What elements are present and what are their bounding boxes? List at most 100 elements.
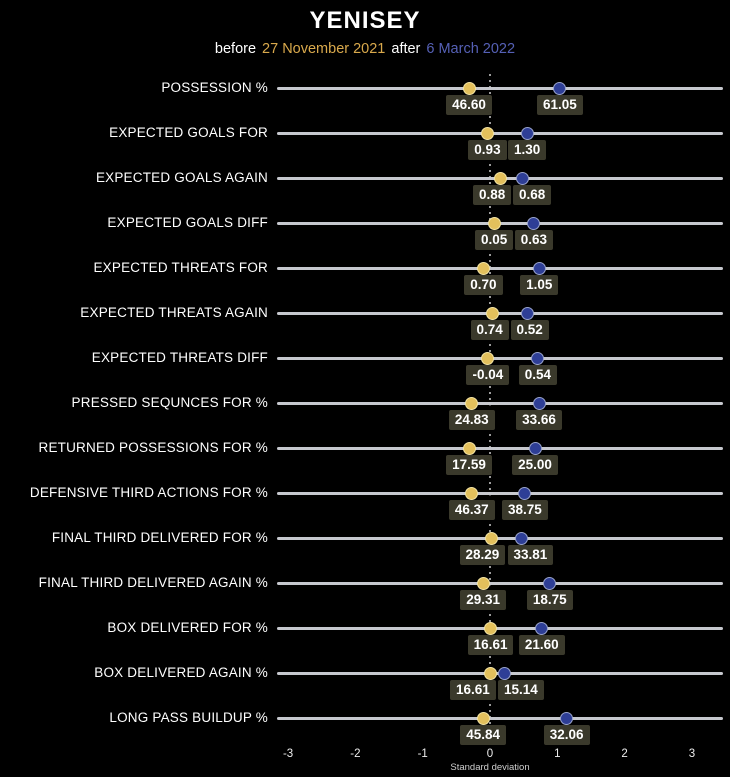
- after-value-label: 33.66: [516, 410, 562, 430]
- x-axis-title: Standard deviation: [450, 762, 530, 773]
- after-dot: [497, 666, 511, 680]
- metric-label: EXPECTED THREATS DIFF: [91, 350, 268, 365]
- metric-label: EXPECTED GOALS FOR: [109, 125, 268, 140]
- before-dot: [480, 126, 494, 140]
- metric-label: RETURNED POSSESSIONS FOR %: [38, 440, 268, 455]
- row-line: [277, 716, 723, 720]
- after-dot: [520, 126, 534, 140]
- before-dot: [483, 666, 497, 680]
- metric-label: FINAL THIRD DELIVERED FOR %: [51, 530, 268, 545]
- after-dot: [515, 531, 529, 545]
- before-value-label: 16.61: [467, 635, 514, 655]
- after-dot: [553, 81, 567, 95]
- after-value-label: 61.05: [536, 95, 583, 115]
- before-dot: [485, 306, 499, 320]
- before-value-label: 28.29: [459, 545, 506, 565]
- subtitle-after-label: after: [391, 41, 421, 57]
- before-value-label: 17.59: [446, 455, 492, 475]
- before-value-label: 0.70: [464, 275, 503, 295]
- subtitle-after-date: 6 March 2022: [426, 41, 516, 57]
- x-axis-tick: 0: [486, 748, 494, 760]
- metric-label: BOX DELIVERED FOR %: [107, 620, 268, 635]
- row-line: [277, 131, 723, 135]
- before-value-label: 0.88: [473, 185, 512, 205]
- before-dot: [494, 171, 508, 185]
- before-dot: [487, 216, 501, 230]
- before-value-label: 46.60: [446, 95, 492, 115]
- row-line: [277, 311, 723, 315]
- before-dot: [481, 351, 495, 365]
- metric-label: EXPECTED GOALS DIFF: [107, 215, 268, 230]
- row-line: [277, 491, 723, 495]
- zero-sd-dotted-line: [489, 74, 491, 744]
- metric-label: PRESSED SEQUNCES FOR %: [71, 395, 268, 410]
- row-line: [277, 446, 723, 450]
- after-dot: [518, 486, 532, 500]
- metric-label: EXPECTED THREATS FOR: [93, 260, 268, 275]
- metric-label: FINAL THIRD DELIVERED AGAIN %: [38, 575, 268, 590]
- after-dot: [531, 351, 545, 365]
- after-dot: [516, 171, 530, 185]
- after-dot: [528, 441, 542, 455]
- after-value-label: 18.75: [526, 590, 573, 610]
- row-line: [277, 401, 723, 405]
- before-dot: [462, 81, 476, 95]
- subtitle-before-label: before: [214, 41, 257, 57]
- row-line: [277, 266, 723, 270]
- before-value-label: 46.37: [448, 500, 495, 520]
- after-dot: [543, 576, 557, 590]
- after-value-label: 1.05: [520, 275, 559, 295]
- before-value-label: 0.05: [475, 230, 514, 250]
- before-dot: [484, 621, 498, 635]
- after-dot: [520, 306, 534, 320]
- after-value-label: 0.68: [513, 185, 552, 205]
- metric-label: EXPECTED THREATS AGAIN: [80, 305, 268, 320]
- after-value-label: 25.00: [512, 455, 558, 475]
- x-axis-tick: -3: [282, 748, 294, 760]
- after-value-label: 0.52: [510, 320, 549, 340]
- after-value-label: 33.81: [507, 545, 554, 565]
- metric-label: EXPECTED GOALS AGAIN: [95, 170, 268, 185]
- before-dot: [484, 531, 498, 545]
- before-value-label: 16.61: [450, 680, 496, 700]
- row-line: [277, 356, 723, 360]
- after-value-label: 32.06: [543, 725, 590, 745]
- after-value-label: 15.14: [498, 680, 544, 700]
- x-axis-tick: 1: [554, 748, 561, 760]
- x-axis-tick: -1: [417, 748, 428, 760]
- x-axis-tick: 3: [688, 748, 696, 760]
- row-line: [277, 581, 723, 585]
- metric-label: BOX DELIVERED AGAIN %: [94, 665, 268, 680]
- after-value-label: 38.75: [501, 500, 548, 520]
- before-dot: [465, 486, 479, 500]
- after-dot: [532, 396, 546, 410]
- metric-label: LONG PASS BUILDUP %: [109, 710, 268, 725]
- before-value-label: 29.31: [460, 590, 507, 610]
- chart-title: YENISEY: [309, 7, 421, 34]
- chart-subtitle: before 27 November 2021 after 6 March 2022: [0, 41, 730, 57]
- after-value-label: 0.63: [514, 230, 554, 250]
- before-value-label: -0.04: [466, 365, 510, 385]
- subtitle-before-date: 27 November 2021: [262, 41, 386, 57]
- x-axis-tick: -2: [350, 748, 361, 760]
- before-dot: [465, 396, 479, 410]
- metric-label: POSSESSION %: [161, 80, 268, 95]
- after-dot: [532, 261, 546, 275]
- before-value-label: 0.93: [468, 140, 507, 160]
- after-value-label: 1.30: [508, 140, 547, 160]
- row-line: [277, 86, 723, 90]
- row-line: [277, 536, 723, 540]
- before-dot: [462, 441, 476, 455]
- before-value-label: 24.83: [448, 410, 495, 430]
- after-value-label: 0.54: [518, 365, 558, 385]
- after-dot: [560, 711, 574, 725]
- after-value-label: 21.60: [518, 635, 565, 655]
- before-value-label: 0.74: [470, 320, 509, 340]
- metric-label: DEFENSIVE THIRD ACTIONS FOR %: [29, 485, 268, 500]
- before-dot: [476, 261, 490, 275]
- x-axis-tick: 2: [621, 748, 628, 760]
- after-dot: [535, 621, 549, 635]
- row-line: [277, 626, 723, 630]
